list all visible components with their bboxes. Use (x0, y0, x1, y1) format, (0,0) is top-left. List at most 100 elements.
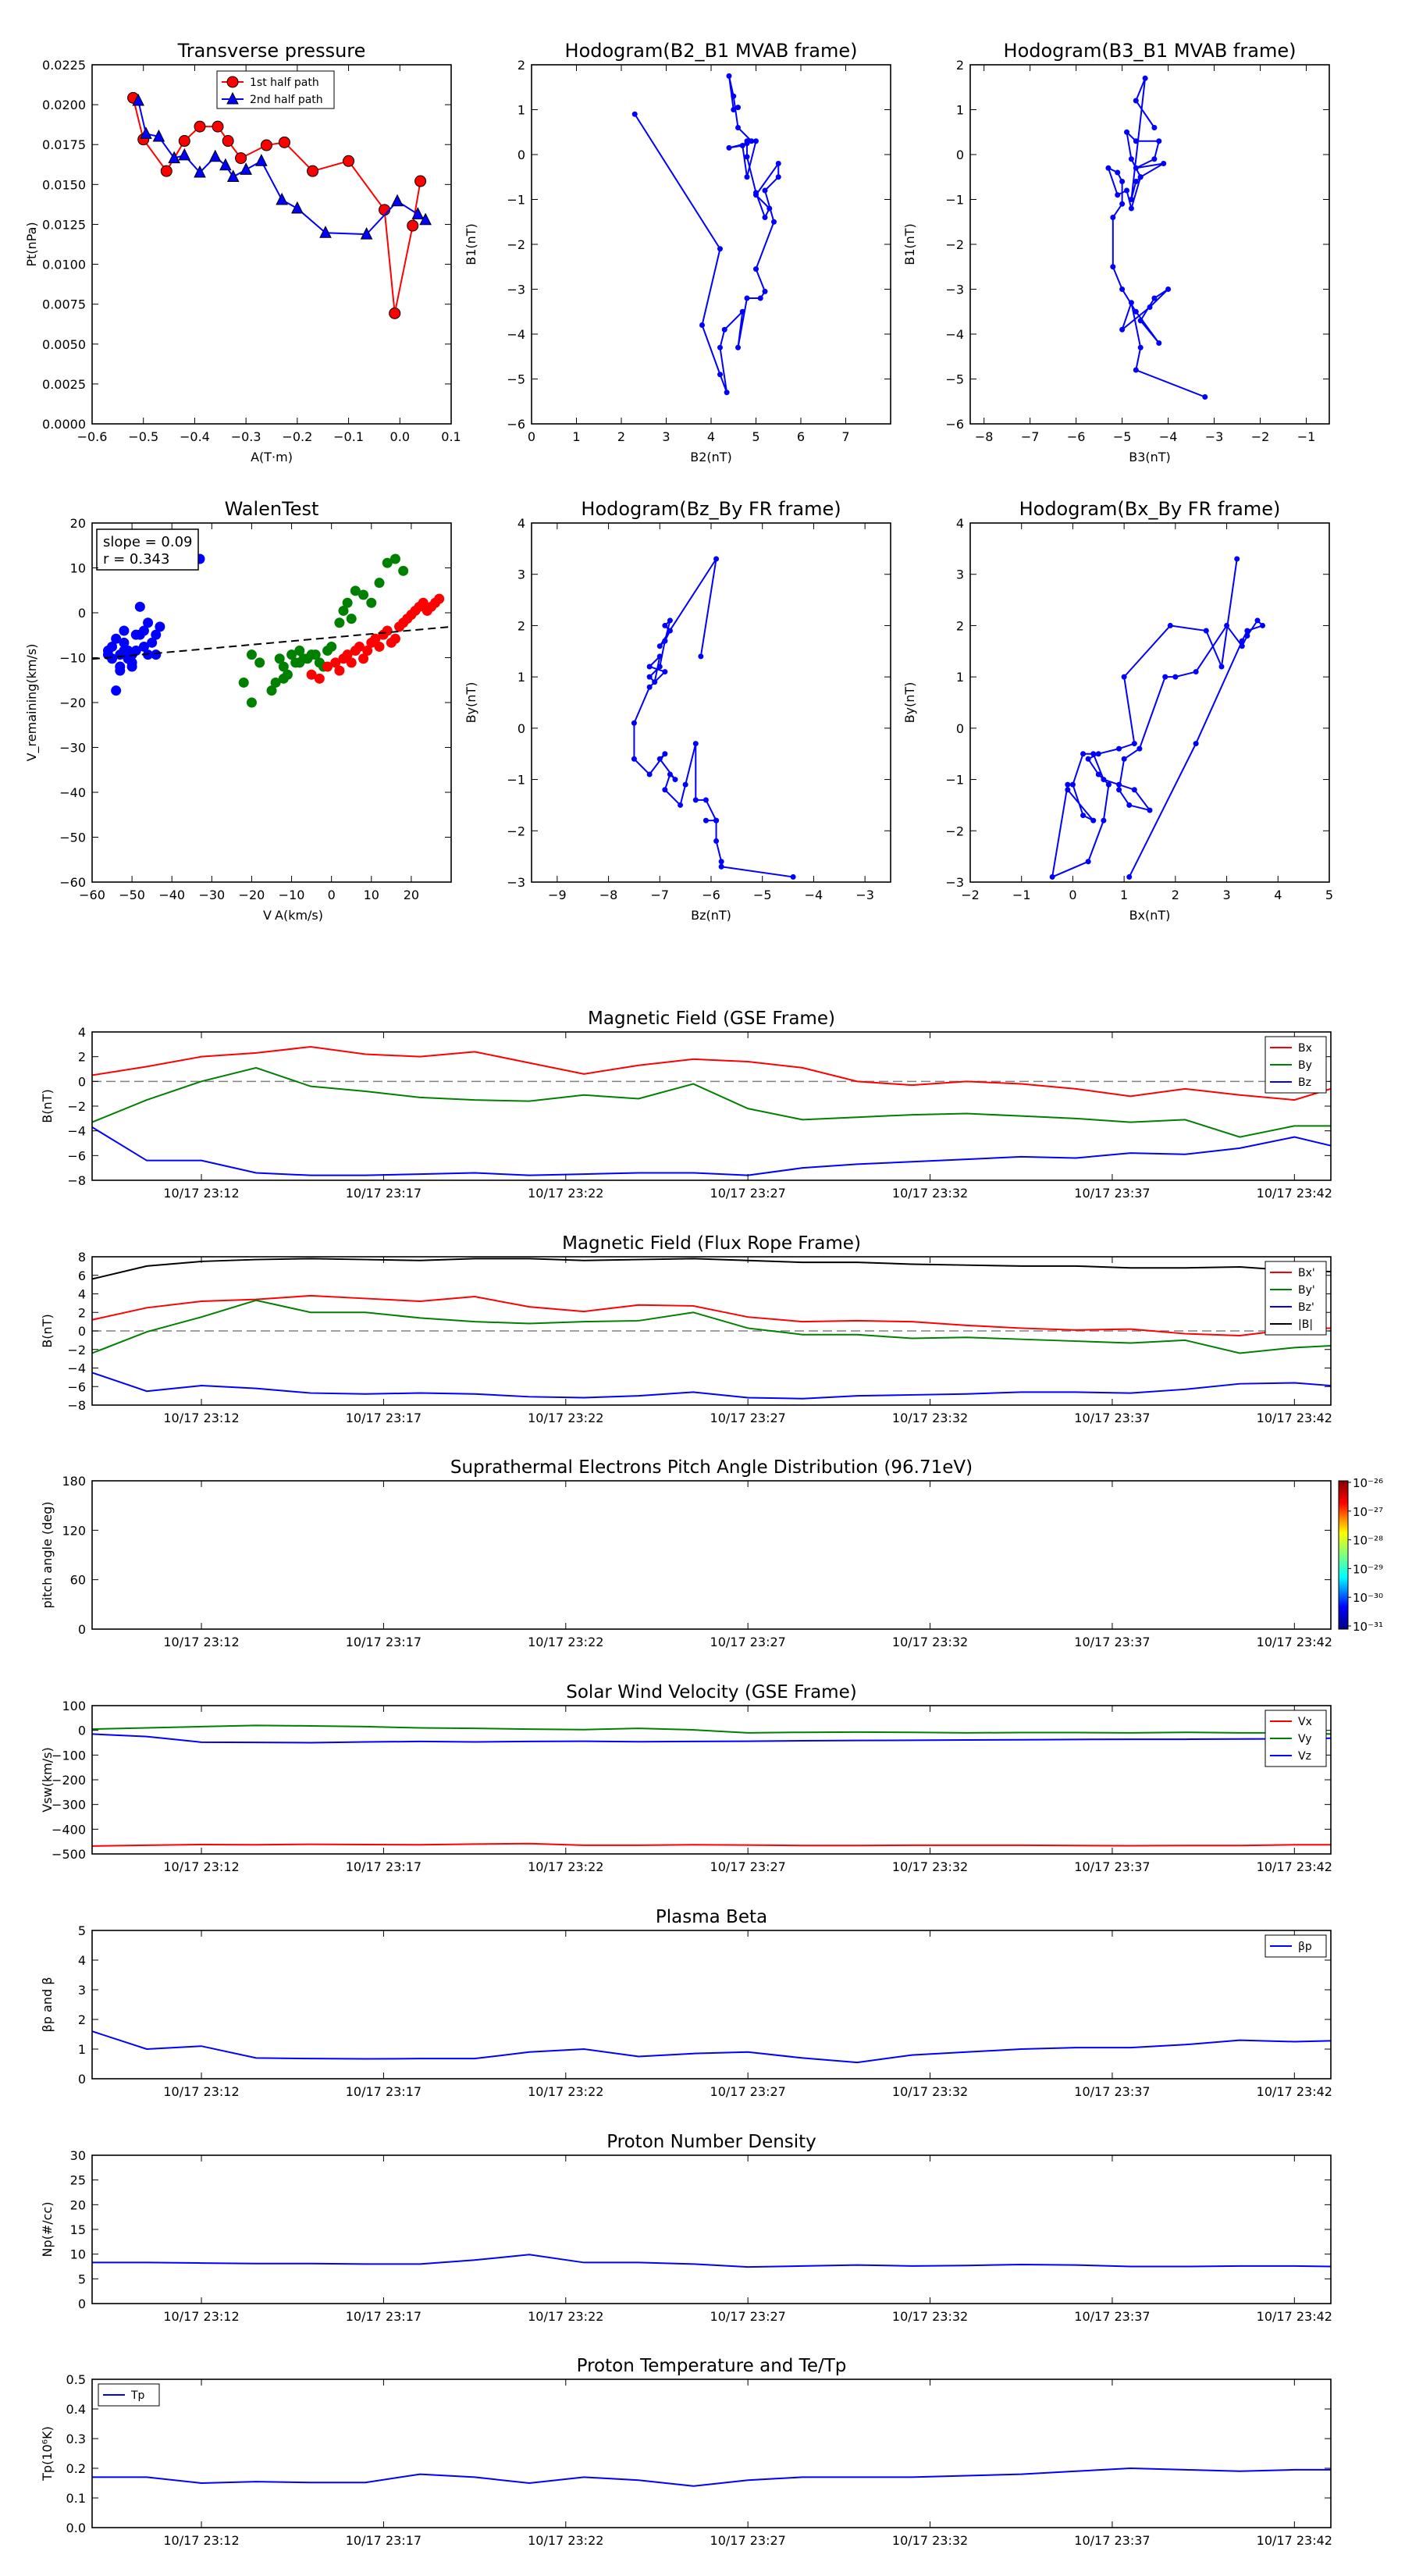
data-point (1121, 674, 1127, 680)
data-point (667, 771, 673, 777)
data-point (126, 661, 137, 672)
series-line (91, 1294, 1332, 1336)
series-line (91, 1045, 1332, 1101)
x-tick-label: 10/17 23:12 (163, 2533, 239, 2548)
legend-label: By' (1298, 1284, 1315, 1297)
x-tick-label: 10/17 23:17 (346, 1859, 422, 1874)
y-tick-label: 0.0025 (42, 377, 86, 392)
data-point (1131, 787, 1137, 793)
series-line (137, 100, 426, 236)
data-point (334, 617, 345, 628)
x-tick-label: −3 (855, 888, 874, 902)
y-axis-label: By(nT) (464, 682, 478, 724)
x-tick-label: −0.3 (231, 429, 261, 444)
data-point (717, 372, 723, 378)
data-point (775, 174, 781, 180)
y-tick-label: 3 (956, 568, 964, 582)
data-point (306, 669, 317, 680)
y-tick-label: −20 (59, 696, 86, 710)
series-line (91, 1258, 1332, 1280)
y-tick-label: 10 (70, 2247, 86, 2262)
data-point (753, 266, 759, 272)
data-point (1165, 286, 1172, 292)
data-point (1142, 75, 1148, 81)
x-tick-label: 10/17 23:32 (892, 1635, 968, 1649)
data-point (790, 873, 796, 880)
legend-box (1264, 1261, 1327, 1336)
y-tick-label: 4 (956, 516, 964, 531)
y-tick-label: −10 (59, 651, 86, 666)
data-point (631, 111, 638, 117)
y-tick-label: −2 (507, 824, 525, 838)
panel-title: Suprathermal Electrons Pitch Angle Distr… (450, 1457, 973, 1478)
y-tick-label: 4 (78, 1953, 86, 1968)
data-point (692, 797, 699, 803)
data-point (631, 720, 637, 726)
x-tick-label: 10/17 23:17 (346, 2309, 422, 2324)
data-point (753, 138, 759, 144)
y-tick-label: −6 (945, 417, 964, 432)
data-point (102, 646, 113, 656)
data-point (1202, 394, 1208, 400)
data-point (762, 187, 768, 194)
y-tick-label: −200 (52, 1773, 86, 1788)
y-tick-label: −6 (507, 417, 525, 432)
series-line (1107, 77, 1206, 398)
y-tick-label: −2 (67, 1099, 86, 1114)
axes-frame (91, 2154, 1332, 2304)
panel-mag-field-fr: Magnetic Field (Flux Rope Frame) B(nT) −8 −… (40, 1233, 1332, 1425)
data-point (1133, 98, 1139, 104)
x-tick-label: 7 (841, 429, 849, 444)
x-tick-label: 10/17 23:32 (892, 2533, 968, 2548)
x-axis-label: B2(nT) (690, 450, 732, 464)
data-point (266, 685, 277, 696)
panel-walen-test: WalenTest V_remaining(km/s) V A(km/s) slope … (24, 498, 452, 923)
x-tick-label: −6 (1067, 429, 1086, 444)
x-axis-label: A(km/s) (275, 908, 323, 923)
panel-title: Hodogram(B3_B1 MVAB frame) (1004, 40, 1297, 62)
y-axis-label: Tp(10⁶K) (40, 2426, 55, 2482)
y-tick-label: 1 (956, 103, 964, 118)
data-point (1115, 192, 1121, 198)
x-tick-label: 10/17 23:32 (892, 2084, 968, 2099)
data-point (771, 219, 777, 225)
series-line (91, 1372, 1332, 1400)
y-axis-label: B(nT) (40, 1314, 55, 1347)
data-point (1115, 169, 1121, 176)
y-tick-label: 100 (62, 1699, 86, 1713)
y-tick-label: −1 (945, 193, 964, 208)
data-point (662, 622, 668, 628)
x-tick-label: 10/17 23:37 (1074, 2084, 1150, 2099)
data-point (1119, 201, 1126, 207)
x-tick-label: 3 (662, 429, 670, 444)
x-tick-label: −7 (1021, 429, 1040, 444)
axes-frame (531, 522, 891, 883)
data-point (724, 390, 730, 396)
y-tick-label: −50 (59, 831, 86, 845)
data-point (1049, 873, 1055, 880)
data-point (775, 161, 781, 166)
y-tick-label: 0.0000 (42, 417, 86, 432)
y-tick-label: 0.0075 (42, 297, 86, 312)
axes-frame (969, 522, 1330, 883)
x-tick-label: −5 (1113, 429, 1132, 444)
data-point (132, 93, 144, 106)
data-point (1137, 318, 1144, 324)
data-point (152, 129, 165, 142)
x-tick-label: 10/17 23:42 (1257, 1186, 1332, 1201)
x-tick-label: −5 (753, 888, 772, 902)
x-tick-label: 10/17 23:37 (1074, 1186, 1150, 1201)
data-point (731, 93, 737, 99)
data-point (1124, 187, 1130, 194)
legend-label: Bx (1298, 1042, 1312, 1055)
series-line (91, 1842, 1331, 1847)
legend-label: βp (1298, 1941, 1312, 1953)
data-point (322, 661, 333, 672)
data-point (1137, 174, 1144, 180)
y-tick-label: 0.0100 (42, 258, 86, 272)
data-point (1218, 664, 1225, 670)
data-point (1116, 745, 1122, 752)
panel-hodogram-bz-by: Hodogram(Bz_By FR frame) By(nT) Bz(nT) −3 −2… (464, 498, 891, 923)
data-point (1119, 326, 1126, 333)
y-tick-label: 0 (78, 606, 86, 621)
